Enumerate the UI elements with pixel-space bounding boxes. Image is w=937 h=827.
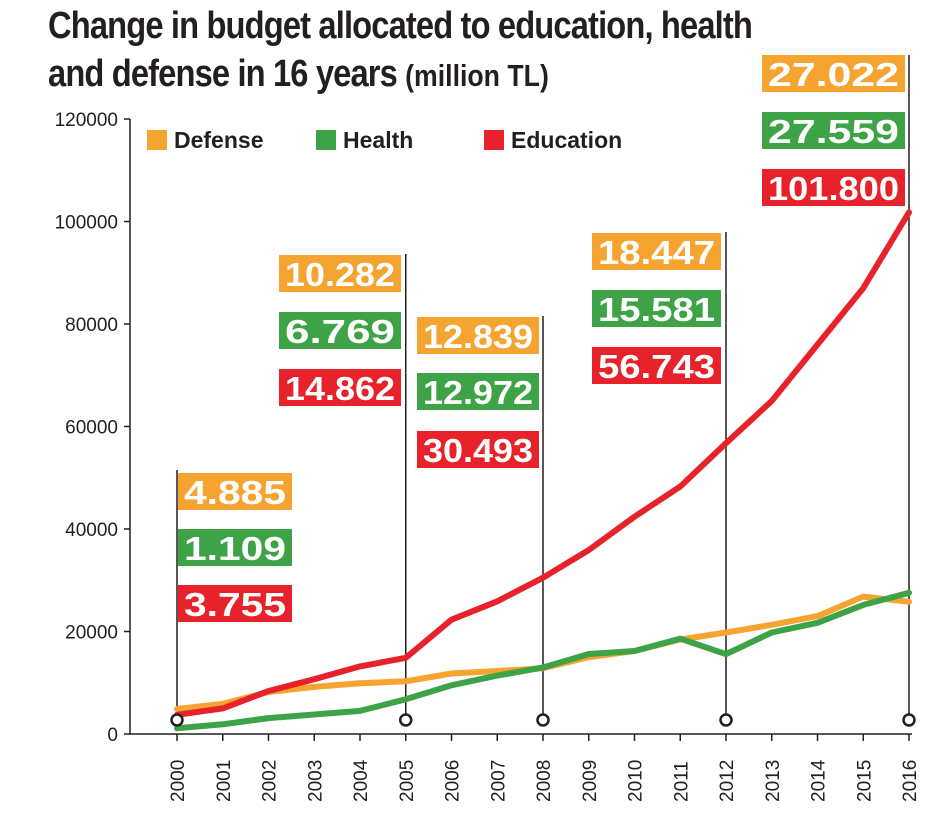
chart-title-line1: Change in budget allocated to education,… bbox=[48, 5, 753, 47]
callout-box-defense-2000 bbox=[178, 473, 292, 510]
x-tick-label: 2016 bbox=[900, 760, 921, 802]
x-tick-label: 2008 bbox=[534, 760, 555, 802]
callout-box-health-2005 bbox=[279, 312, 401, 349]
callout-marker-2000 bbox=[170, 713, 184, 727]
callout-value-education-2005: 14.862 bbox=[285, 370, 395, 407]
callout-value-education-2008: 30.493 bbox=[423, 432, 533, 469]
x-tick-label: 2007 bbox=[488, 760, 509, 802]
series-line-health bbox=[174, 589, 912, 732]
y-tick-label: 20000 bbox=[65, 623, 118, 644]
x-tick-label: 2003 bbox=[305, 760, 326, 802]
callout-value-education-2000: 3.755 bbox=[184, 586, 286, 623]
legend-label-health: Health bbox=[343, 127, 413, 153]
callout-marker-2008 bbox=[536, 713, 550, 727]
x-tick-label: 2001 bbox=[214, 760, 235, 802]
y-tick-label: 120000 bbox=[55, 110, 118, 131]
callout-box-defense-2016 bbox=[762, 55, 905, 92]
series-line-education bbox=[174, 209, 912, 718]
callout-box-education-2000 bbox=[178, 585, 292, 622]
callout-value-health-2016: 27.559 bbox=[768, 113, 899, 150]
callout-marker-2005 bbox=[399, 713, 413, 727]
callout-box-education-2016 bbox=[762, 169, 905, 206]
callout-value-defense-2008: 12.839 bbox=[423, 318, 533, 355]
callout-value-health-2000: 1.109 bbox=[184, 530, 286, 567]
legend-swatch-education bbox=[484, 130, 504, 150]
x-tick-label: 2011 bbox=[671, 761, 692, 802]
callout-value-health-2005: 6.769 bbox=[285, 313, 395, 350]
callout-box-health-2008 bbox=[417, 373, 539, 410]
x-tick-label: 2005 bbox=[397, 760, 418, 802]
chart-title-unit: (million TL) bbox=[405, 58, 549, 93]
legend-swatch-health bbox=[316, 130, 336, 150]
callout-value-defense-2000: 4.885 bbox=[184, 474, 286, 511]
callout-value-education-2012: 56.743 bbox=[598, 348, 715, 385]
callout-box-defense-2005 bbox=[279, 255, 401, 292]
callout-box-health-2012 bbox=[592, 290, 721, 327]
callout-box-health-2000 bbox=[178, 529, 292, 566]
legend-label-education: Education bbox=[511, 127, 622, 153]
callout-box-defense-2012 bbox=[592, 233, 721, 270]
x-tick-label: 2004 bbox=[351, 759, 372, 802]
chart-title-line2-text: and defense in 16 years bbox=[48, 53, 398, 95]
callout-value-health-2008: 12.972 bbox=[423, 374, 533, 411]
callout-value-defense-2012: 18.447 bbox=[598, 234, 715, 271]
callout-value-defense-2005: 10.282 bbox=[285, 256, 395, 293]
callout-value-education-2016: 101.800 bbox=[768, 170, 899, 207]
y-tick-label: 0 bbox=[107, 725, 118, 746]
x-tick-label: 2006 bbox=[443, 760, 464, 802]
x-tick-label: 2014 bbox=[809, 759, 830, 802]
callout-box-education-2012 bbox=[592, 347, 721, 384]
callout-box-education-2008 bbox=[417, 431, 539, 468]
y-tick-label: 40000 bbox=[65, 520, 118, 541]
x-tick-label: 2002 bbox=[260, 760, 281, 802]
chart-title-line2: and defense in 16 years (million TL) bbox=[48, 50, 752, 100]
y-tick-label: 100000 bbox=[55, 213, 118, 234]
callout-box-defense-2008 bbox=[417, 317, 539, 354]
legend-label-defense: Defense bbox=[174, 127, 263, 153]
y-tick-label: 60000 bbox=[65, 418, 118, 439]
y-tick-label: 80000 bbox=[65, 315, 118, 336]
legend-swatch-defense bbox=[147, 130, 167, 150]
callout-box-education-2005 bbox=[279, 369, 401, 406]
callout-value-defense-2016: 27.022 bbox=[768, 56, 899, 93]
callout-marker-2012 bbox=[719, 713, 733, 727]
chart-title: Change in budget allocated to education,… bbox=[48, 2, 753, 100]
x-tick-label: 2009 bbox=[580, 760, 601, 802]
x-tick-label: 2015 bbox=[854, 760, 875, 802]
callout-box-health-2016 bbox=[762, 112, 905, 149]
callout-marker-2016 bbox=[902, 713, 916, 727]
x-tick-label: 2012 bbox=[717, 760, 738, 802]
x-tick-label: 2013 bbox=[763, 760, 784, 802]
x-tick-label: 2000 bbox=[168, 760, 189, 802]
callout-value-health-2012: 15.581 bbox=[598, 291, 715, 328]
x-tick-label: 2010 bbox=[626, 760, 647, 802]
